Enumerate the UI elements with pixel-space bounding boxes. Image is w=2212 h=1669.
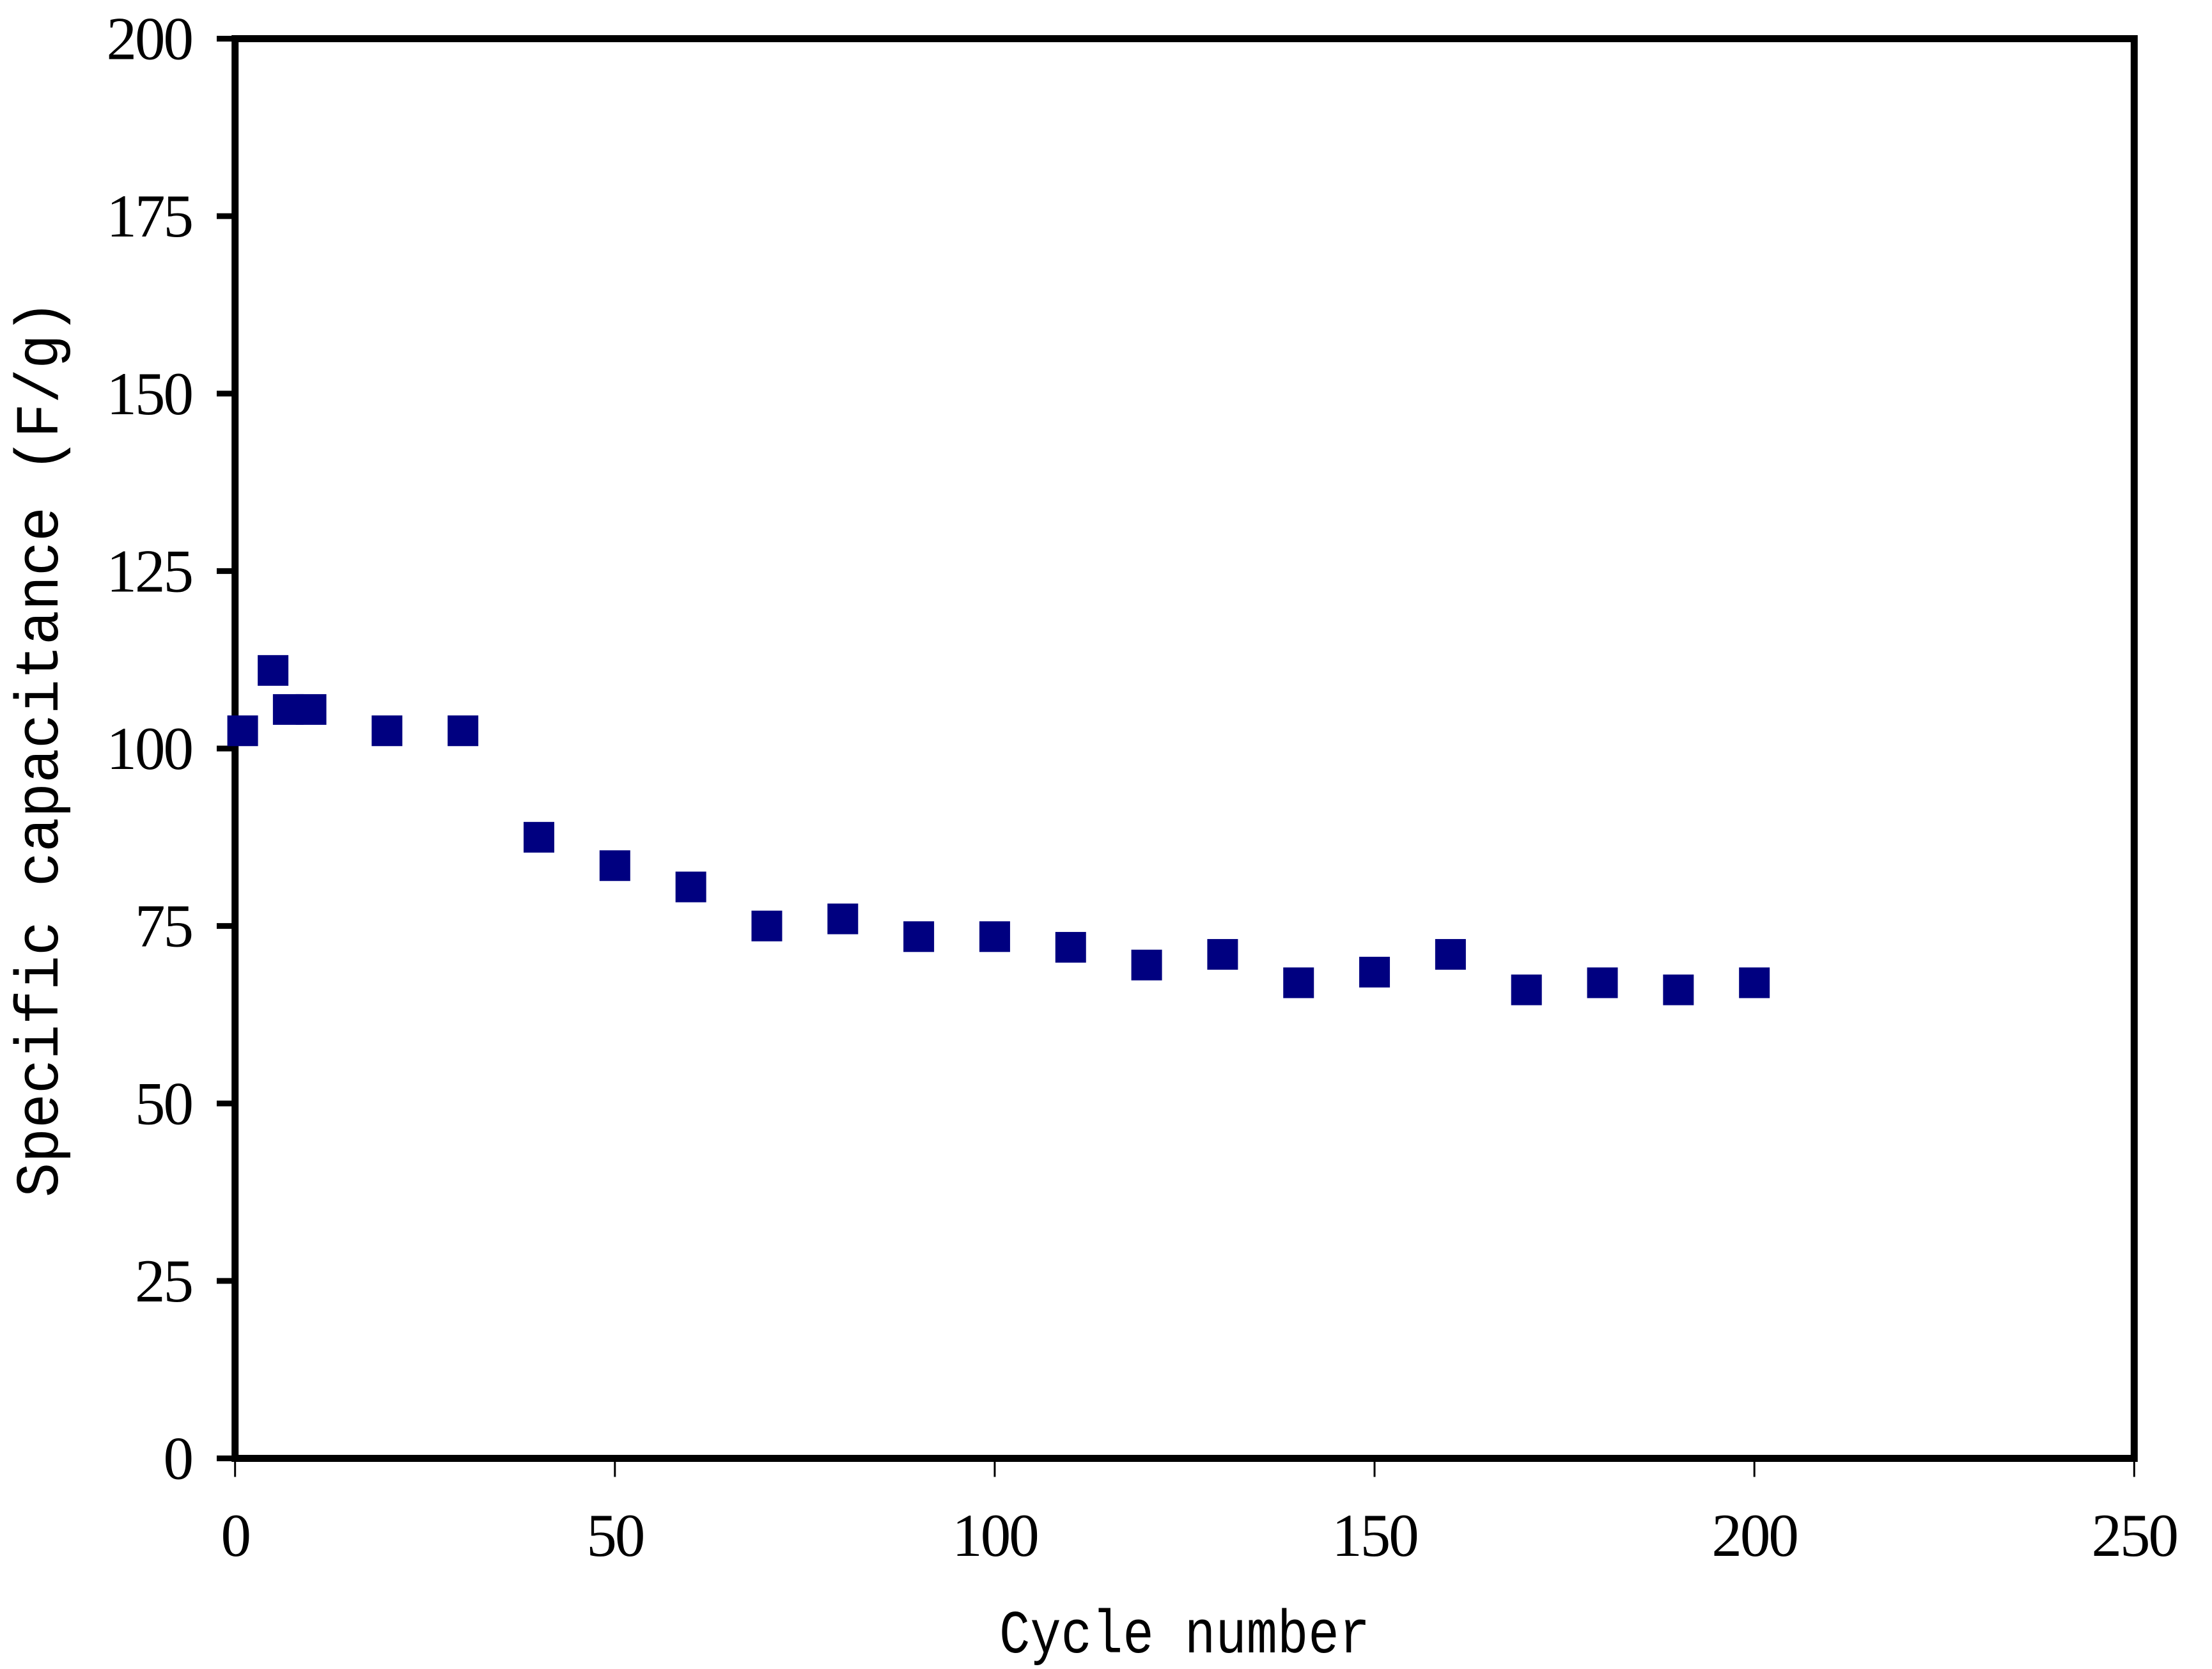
x-tick-label: 50 bbox=[586, 1502, 643, 1569]
data-points bbox=[227, 655, 1770, 1005]
y-tick-label: 125 bbox=[107, 537, 192, 605]
data-point bbox=[258, 655, 289, 686]
data-point bbox=[448, 715, 479, 747]
data-point bbox=[371, 715, 403, 747]
data-point bbox=[1283, 967, 1314, 998]
data-point bbox=[979, 921, 1010, 952]
y-axis-title: Specific capacitance (F/g) bbox=[6, 300, 76, 1197]
y-tick-label: 175 bbox=[107, 182, 192, 250]
data-point bbox=[1511, 974, 1542, 1005]
y-tick-label: 0 bbox=[164, 1425, 192, 1493]
data-point bbox=[1739, 967, 1770, 998]
y-tick-label: 50 bbox=[135, 1069, 192, 1137]
x-tick-label: 100 bbox=[952, 1502, 1038, 1569]
data-point bbox=[1131, 949, 1162, 981]
data-point bbox=[1663, 974, 1694, 1005]
y-tick-label: 75 bbox=[135, 892, 192, 960]
data-point bbox=[523, 821, 554, 853]
y-tick-label: 200 bbox=[107, 5, 192, 73]
x-axis-tick-labels: 0 50 100 150 200 250 bbox=[221, 1502, 2179, 1569]
data-point bbox=[1055, 931, 1086, 963]
data-point bbox=[599, 850, 630, 881]
data-point bbox=[903, 921, 935, 952]
data-point bbox=[827, 903, 859, 935]
data-point bbox=[227, 715, 258, 747]
x-tick-label: 200 bbox=[1711, 1502, 1797, 1569]
y-tick-label: 100 bbox=[107, 715, 192, 782]
data-point bbox=[1587, 967, 1618, 998]
data-point bbox=[1207, 939, 1238, 970]
data-point bbox=[1435, 939, 1466, 970]
x-axis-title: Cycle number bbox=[999, 1601, 1370, 1669]
y-axis-ticks bbox=[217, 36, 235, 1461]
y-tick-label: 150 bbox=[107, 360, 192, 428]
x-axis-ticks bbox=[234, 1462, 2135, 1477]
x-tick-label: 0 bbox=[221, 1502, 249, 1569]
data-point bbox=[675, 871, 706, 903]
y-axis-tick-labels: 0 25 50 75 100 125 150 175 200 bbox=[107, 5, 194, 1493]
data-point bbox=[751, 910, 783, 942]
plot-border bbox=[231, 35, 2138, 1462]
x-tick-label: 250 bbox=[2092, 1502, 2177, 1569]
x-tick-label: 150 bbox=[1332, 1502, 1417, 1569]
data-point bbox=[295, 694, 327, 725]
y-tick-label: 25 bbox=[135, 1247, 192, 1315]
data-point bbox=[1359, 956, 1390, 988]
